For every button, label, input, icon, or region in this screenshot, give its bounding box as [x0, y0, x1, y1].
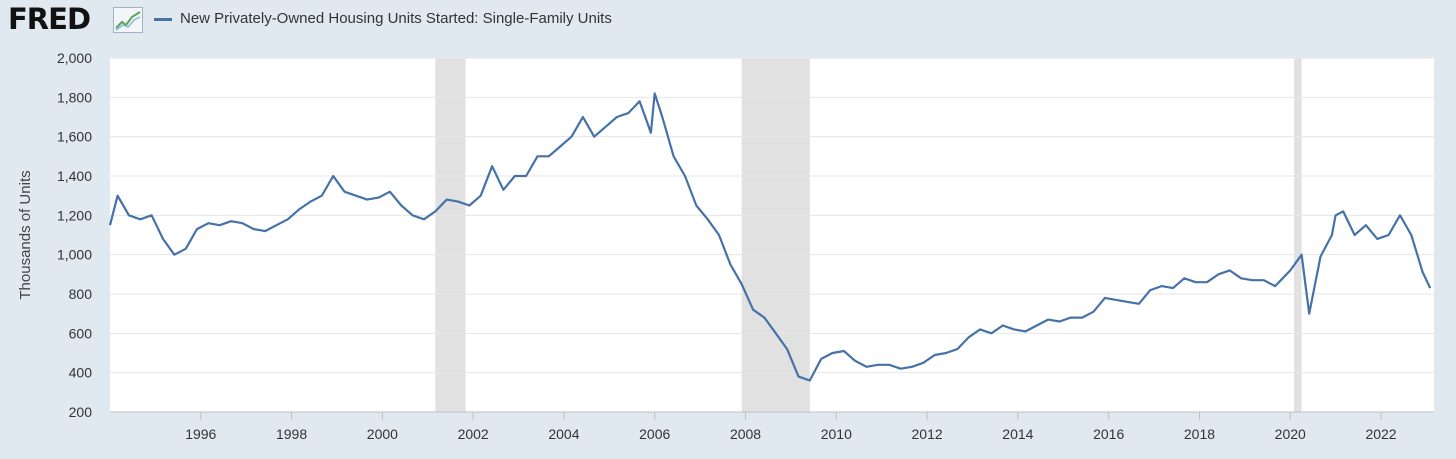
legend-label[interactable]: New Privately-Owned Housing Units Starte… — [180, 10, 612, 27]
x-tick-label: 1996 — [185, 426, 216, 442]
x-tick-label: 2022 — [1365, 426, 1396, 442]
x-tick-label: 2018 — [1184, 426, 1215, 442]
trend-chart-icon — [113, 7, 143, 33]
x-tick-label: 2000 — [367, 426, 398, 442]
x-tick-label: 2016 — [1093, 426, 1124, 442]
legend-line-swatch — [154, 18, 172, 21]
x-tick-label: 2012 — [912, 426, 943, 442]
y-tick-label: 1,800 — [57, 89, 92, 105]
x-tick-label: 2002 — [458, 426, 489, 442]
y-tick-label: 200 — [69, 404, 93, 420]
gridlines — [110, 57, 1434, 413]
series-line-0[interactable] — [108, 92, 1432, 382]
y-tick-label: 1,200 — [57, 207, 92, 223]
y-tick-label: 800 — [69, 286, 93, 302]
x-tick-label: 2008 — [730, 426, 761, 442]
recession-band-0 — [435, 58, 466, 412]
y-axis-label: Thousands of Units — [17, 170, 34, 299]
recession-band-2 — [1294, 58, 1302, 412]
x-tick-label: 1998 — [276, 426, 307, 442]
chart-header: FRED New Privately-Owned Housing Units S… — [0, 0, 1456, 44]
recession-band-1 — [741, 58, 810, 412]
x-tick-label: 2010 — [821, 426, 852, 442]
y-axis-ticks: 200 400 600 800 1,000 1,200 1,400 1,600 1,800 2,0… — [57, 50, 92, 420]
y-tick-label: 400 — [69, 365, 93, 381]
y-tick-label: 1,000 — [57, 247, 92, 263]
series-layer — [108, 92, 1432, 382]
x-axis-ticks: 1996 1998 2000 2002 2004 2006 2008 2010 2012 2014… — [185, 412, 1397, 442]
x-tick-label: 2004 — [548, 426, 579, 442]
y-tick-label: 1,400 — [57, 168, 92, 184]
y-tick-label: 1,600 — [57, 129, 92, 145]
x-tick-label: 2006 — [639, 426, 670, 442]
x-tick-label: 2020 — [1275, 426, 1306, 442]
fred-logo[interactable]: FRED — [8, 2, 91, 36]
y-tick-label: 600 — [69, 325, 93, 341]
x-tick-label: 2014 — [1002, 426, 1033, 442]
y-tick-label: 2,000 — [57, 50, 92, 66]
recession-shading — [435, 58, 1302, 412]
